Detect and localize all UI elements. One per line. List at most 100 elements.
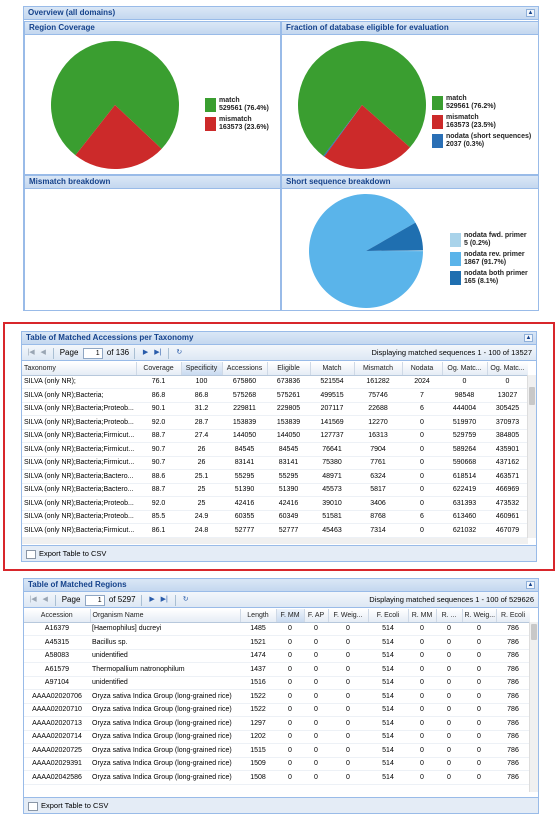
taxonomy-column-header[interactable]: Eligible [267,362,311,376]
taxonomy-scroll-thumb[interactable] [529,387,535,405]
table-cell: 0 [408,689,436,704]
taxonomy-column-header[interactable]: Mismatch [354,362,403,376]
regions-column-header[interactable]: R. Ecoli [496,609,530,623]
table-row[interactable]: AAAA02020725 Oryza sativa Indica Group (l… [24,743,530,758]
table-cell: 0 [328,676,368,690]
display-info: Displaying matched sequences 1 - 100 of … [371,348,532,357]
regions-column-header[interactable]: F. MM [276,609,305,623]
legend-detail: 1867 (91.7%) [464,259,507,266]
taxonomy-vertical-scrollbar[interactable] [527,375,536,538]
table-cell: 0 [304,770,328,785]
table-row[interactable]: AAAA02020713 Oryza sativa Indica Group (l… [24,716,530,731]
taxonomy-column-header[interactable]: Match [310,362,355,376]
prev-page-icon[interactable]: ◀ [40,349,46,356]
regions-scroll-thumb[interactable] [531,624,537,640]
legend-swatch [205,117,216,131]
table-row[interactable]: AAAA02020714 Oryza sativa Indica Group (l… [24,730,530,744]
table-cell: 0 [276,703,304,717]
taxonomy-column-header[interactable]: Og. Matc... [487,362,528,376]
refresh-icon[interactable]: ↻ [176,349,183,356]
table-row[interactable]: AAAA02020706 Oryza sativa Indica Group (l… [24,689,530,704]
regions-column-header[interactable]: R. ... [436,609,463,623]
table-row[interactable]: SILVA (only NR);Bacteria;Firmicut... 88.7… [22,429,528,443]
regions-collapse-icon[interactable]: ▲ [526,581,535,589]
regions-column-header[interactable]: F. AP [304,609,329,623]
table-row[interactable]: SILVA (only NR);Bacteria;Firmicut... 86.1… [22,523,528,538]
export-regions-button[interactable]: Export Table to CSV [28,801,108,811]
table-row[interactable]: A58083 unidentified 1474 0 0 0 514 0 0 0 786 [24,649,530,663]
table-cell: 437162 [487,456,528,470]
table-row[interactable]: SILVA (only NR);Bacteria;Proteob... 90.1 3… [22,402,528,416]
taxonomy-horizontal-scrollbar[interactable] [22,538,528,544]
table-row[interactable]: SILVA (only NR);Bacteria;Proteob... 92.0 2… [22,496,528,511]
table-row[interactable]: SILVA (only NR);Bacteria; 86.8 86.8 575268 5… [22,388,528,403]
table-row[interactable]: AAAA02042586 Oryza sativa Indica Group (l… [24,770,530,785]
taxonomy-column-header[interactable]: Accessions [222,362,268,376]
table-cell: 435901 [487,442,528,457]
table-row[interactable]: SILVA (only NR);Bacteria;Proteob... 92.0 2… [22,415,528,430]
taxonomy-column-header[interactable]: Og. Matc... [442,362,488,376]
first-page-icon[interactable]: |◀ [29,596,37,603]
taxonomy-column-header[interactable]: Taxonomy [22,362,137,376]
table-row[interactable]: SILVA (only NR);Bacteria;Bactero... 88.6 2… [22,469,528,484]
table-cell: 0 [328,635,368,650]
table-cell: 0 [436,649,462,663]
regions-column-header[interactable]: R. Weig... [462,609,497,623]
table-row[interactable]: SILVA (only NR);Bacteria;Firmicut... 90.7… [22,442,528,457]
page-input[interactable]: 1 [82,347,103,359]
regions-column-header[interactable]: Organism Name [90,609,241,623]
table-row[interactable]: SILVA (only NR);Bacteria;Proteob... 85.5 2… [22,510,528,524]
prev-page-icon[interactable]: ◀ [42,596,48,603]
pager-separator [134,347,136,359]
table-cell: 0 [408,743,436,758]
table-cell: 85.5 [136,510,181,524]
table-row[interactable]: A16379 [Haemophilus] ducreyi 1485 0 0 0 514 0 0 0… [24,622,530,636]
table-cell: 0 [304,689,328,704]
refresh-icon[interactable]: ↻ [182,596,189,603]
regions-vertical-scrollbar[interactable] [529,622,538,792]
legend-detail: 5 (0.2%) [464,240,491,247]
taxonomy-column-header[interactable]: Coverage [136,362,182,376]
taxonomy-column-header[interactable]: Nodata [402,362,443,376]
table-cell: 76.1 [136,375,181,389]
page-input[interactable]: 1 [84,594,105,606]
table-row[interactable]: AAAA02029391 Oryza sativa Indica Group (l… [24,757,530,771]
overview-collapse-icon[interactable]: ▲ [526,9,535,17]
first-page-icon[interactable]: |◀ [27,349,35,356]
table-cell: 90.1 [136,402,181,416]
table-cell: 514 [368,703,408,717]
regions-column-header[interactable]: R. MM [408,609,437,623]
regions-column-header[interactable]: Length [240,609,277,623]
table-row[interactable]: A97104 unidentified 1516 0 0 0 514 0 0 0 786 [24,676,530,690]
legend-detail: 165 (8.1%) [464,278,499,285]
table-cell: 529759 [442,429,487,443]
table-row[interactable]: AAAA02020710 Oryza sativa Indica Group (l… [24,703,530,717]
table-cell: SILVA (only NR);Bacteria;Proteob... [22,496,136,511]
table-row[interactable]: A61579 Thermopallium natronophilum 1437 0 0 0… [24,662,530,677]
table-cell: 0 [304,730,328,744]
taxonomy-column-header[interactable]: Specificity [181,362,223,376]
last-page-icon[interactable]: ▶| [160,596,168,603]
table-cell: 575268 [222,388,267,403]
table-cell: 786 [496,689,530,704]
regions-column-header[interactable]: Accession [24,609,91,623]
regions-column-header[interactable]: F. Ecoli [368,609,409,623]
export-taxonomy-button[interactable]: Export Table to CSV [26,549,106,559]
table-cell: 52777 [267,523,310,538]
table-row[interactable]: A45315 Bacillus sp. 1521 0 0 0 514 0 0 0 786 [24,635,530,650]
table-cell: 0 [328,703,368,717]
legend-label: mismatch [219,116,252,123]
table-row[interactable]: SILVA (only NR);Bacteria;Firmicut... 90.7… [22,456,528,470]
last-page-icon[interactable]: ▶| [154,349,162,356]
display-info: Displaying matched sequences 1 - 100 of … [369,595,534,604]
table-cell: 55295 [267,469,310,484]
next-page-icon[interactable]: ▶ [142,349,149,356]
table-cell: 0 [328,743,368,758]
taxonomy-collapse-icon[interactable]: ▲ [524,334,533,342]
table-row[interactable]: SILVA (only NR); 76.1 100 675860 673836 52155… [22,375,528,389]
regions-column-header[interactable]: F. Weig... [328,609,369,623]
table-row[interactable]: SILVA (only NR);Bacteria;Bactero... 88.7 2… [22,483,528,497]
next-page-icon[interactable]: ▶ [149,596,155,603]
table-cell: 0 [436,635,462,650]
legend-detail: 163573 (23.5%) [446,122,496,129]
